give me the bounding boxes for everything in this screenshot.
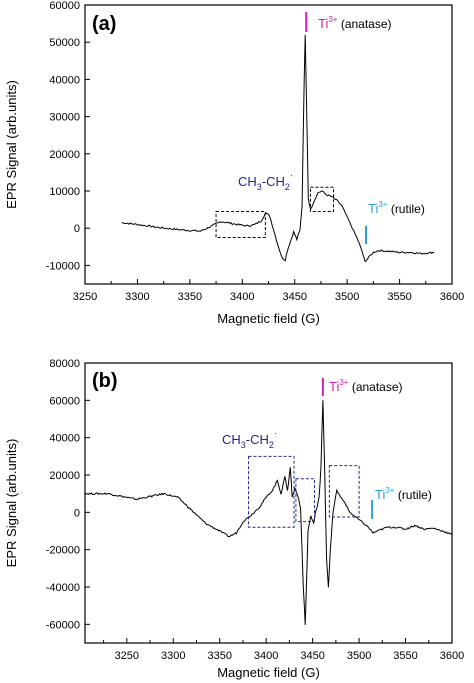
y-tick-label: 50000: [49, 37, 80, 49]
epr-spectrum-line: [84, 400, 453, 625]
x-axis-label: Magnetic field (G): [217, 311, 320, 326]
y-tick-label: 0: [74, 223, 80, 235]
anatase-label: Ti3+ (anatase): [318, 15, 392, 31]
y-tick-label: 10000: [49, 186, 80, 198]
rutile-label: Ti3+ (rutile): [375, 486, 432, 502]
highlight-box: [215, 210, 266, 239]
x-tick-label: 3350: [178, 291, 202, 303]
epr-spectrum-line: [121, 34, 435, 262]
ethyl-radical-label: CH3-CH2·: [238, 170, 293, 192]
y-tick-label: 60000: [49, 0, 80, 12]
x-tick-label: 3600: [440, 291, 464, 303]
y-tick-label: -20000: [46, 545, 80, 557]
x-tick-label: 3300: [161, 650, 185, 662]
x-tick-label: 3250: [73, 291, 97, 303]
y-tick-label: -40000: [46, 582, 80, 594]
y-axis-label: EPR Signal (arb.units): [4, 439, 19, 568]
y-tick-label: -10000: [46, 260, 80, 272]
y-tick-label: 20000: [49, 149, 80, 161]
y-axis-label: EPR Signal (arb.units): [4, 80, 19, 209]
panel-label: (a): [92, 13, 116, 35]
plot-frame: [84, 362, 453, 644]
x-tick-label: 3450: [282, 291, 306, 303]
highlight-box: [328, 465, 360, 518]
y-tick-label: 40000: [49, 74, 80, 86]
ethyl-radical-label: CH3-CH2·: [222, 428, 277, 450]
y-tick-label: -60000: [46, 619, 80, 631]
y-tick-label: 30000: [49, 112, 80, 124]
x-tick-label: 3550: [387, 291, 411, 303]
highlight-box: [309, 186, 335, 212]
y-tick-label: 80000: [49, 358, 80, 370]
x-tick-label: 3500: [335, 291, 359, 303]
highlight-box: [295, 478, 315, 523]
chart-panel-a: 3250 3300 3350 3400 3450 3500 3550 3600 -10000 0 1…: [4, 0, 464, 326]
x-tick-label: 3300: [125, 291, 149, 303]
x-tick-label: 3500: [347, 650, 371, 662]
rutile-label: Ti3+ (rutile): [368, 200, 425, 216]
x-tick-label: 3450: [300, 650, 324, 662]
x-axis-label: Magnetic field (G): [217, 665, 320, 680]
highlight-box: [248, 455, 295, 528]
chart-panel-b: 3250 3300 3350 3400 3450 3500 3550 3600 -60000 -4…: [4, 358, 464, 680]
x-tick-label: 3400: [230, 291, 254, 303]
x-tick-label: 3600: [440, 650, 464, 662]
anatase-label: Ti3+ (anatase): [329, 378, 403, 394]
panel-label: (b): [92, 370, 118, 392]
x-tick-label: 3250: [115, 650, 139, 662]
x-tick-label: 3350: [207, 650, 231, 662]
y-tick-label: 0: [74, 507, 80, 519]
x-tick-label: 3550: [393, 650, 417, 662]
x-tick-label: 3400: [254, 650, 278, 662]
y-tick-label: 40000: [49, 433, 80, 445]
y-tick-label: 60000: [49, 395, 80, 407]
plot-frame: [84, 4, 453, 285]
y-tick-label: 20000: [49, 470, 80, 482]
